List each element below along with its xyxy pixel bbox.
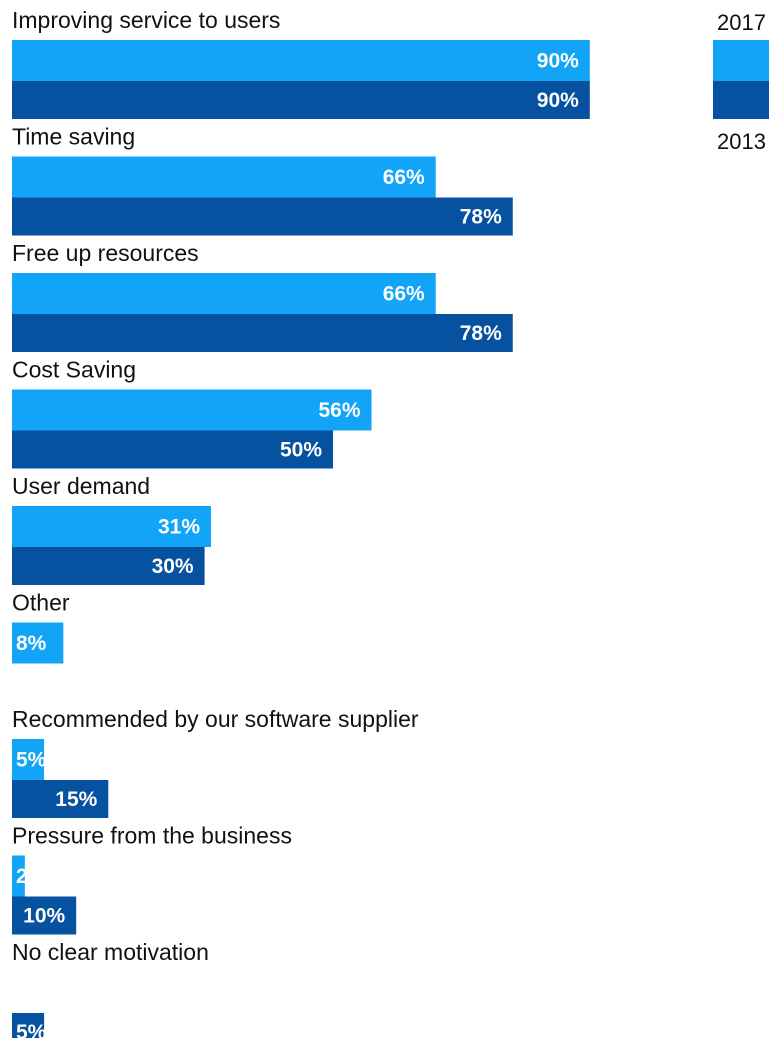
value-label-2013-improving-service-to-users: 90% (537, 89, 579, 112)
bar-2013-cost-saving (12, 430, 333, 469)
bar-2017-cost-saving (12, 389, 372, 431)
category-label-other: Other (12, 590, 70, 616)
bars-layer: Improving service to users 90% 90% Time sav… (12, 7, 590, 1038)
category-label-user-demand: User demand (12, 473, 150, 499)
value-label-2017-cost-saving: 56% (318, 399, 360, 422)
legend-swatch-2013 (713, 81, 769, 119)
bar-2013-user-demand (12, 547, 205, 585)
bar-2013-no-clear-motivation (12, 1013, 45, 1038)
category-label-time-saving: Time saving (12, 124, 135, 150)
bar-2013-improving-service-to-users (12, 81, 590, 119)
bar-2017-recommended-by-our-software-supplier (12, 739, 45, 780)
value-label-2013-pressure-from-the-business: 10% (23, 905, 65, 928)
value-label-2017-other: 8% (16, 632, 47, 655)
bar-2017-other (12, 622, 64, 664)
value-label-2017-pressure-from-the-business: 2 (16, 865, 28, 888)
bar-2013-free-up-resources (12, 314, 513, 352)
value-label-2013-recommended-by-our-software-supplier: 15% (55, 788, 97, 811)
bar-2017-time-saving (12, 156, 436, 198)
legend-label-2013: 2013 (717, 129, 766, 154)
value-label-2013-cost-saving: 50% (280, 439, 322, 462)
legend-label-2017: 2017 (717, 10, 766, 35)
value-label-2017-recommended-by-our-software-supplier: 5% (16, 749, 47, 772)
value-label-2017-user-demand: 31% (158, 516, 200, 539)
value-label-2013-no-clear-motivation: 5% (16, 1021, 47, 1038)
value-label-2013-user-demand: 30% (152, 555, 194, 578)
bar-2013-time-saving (12, 197, 513, 236)
value-label-2017-time-saving: 66% (383, 166, 425, 189)
value-label-2013-free-up-resources: 78% (460, 322, 502, 345)
category-label-recommended-by-our-software-supplier: Recommended by our software supplier (12, 706, 419, 732)
value-label-2017-free-up-resources: 66% (383, 283, 425, 306)
category-label-cost-saving: Cost Saving (12, 357, 136, 383)
bar-2013-pressure-from-the-business (12, 896, 77, 935)
bar-2017-pressure-from-the-business (12, 855, 25, 897)
value-label-2017-improving-service-to-users: 90% (537, 50, 579, 73)
legend: 2017 2013 (713, 10, 769, 154)
bar-2017-free-up-resources (12, 273, 436, 314)
category-label-pressure-from-the-business: Pressure from the business (12, 823, 292, 849)
value-label-2013-time-saving: 78% (460, 206, 502, 229)
bar-2013-recommended-by-our-software-supplier (12, 780, 109, 818)
legend-swatch-2017 (713, 40, 769, 81)
bar-2017-improving-service-to-users (12, 40, 590, 81)
category-label-improving-service-to-users: Improving service to users (12, 7, 280, 33)
category-label-free-up-resources: Free up resources (12, 240, 199, 266)
bar-2017-user-demand (12, 506, 212, 547)
category-label-no-clear-motivation: No clear motivation (12, 939, 209, 965)
